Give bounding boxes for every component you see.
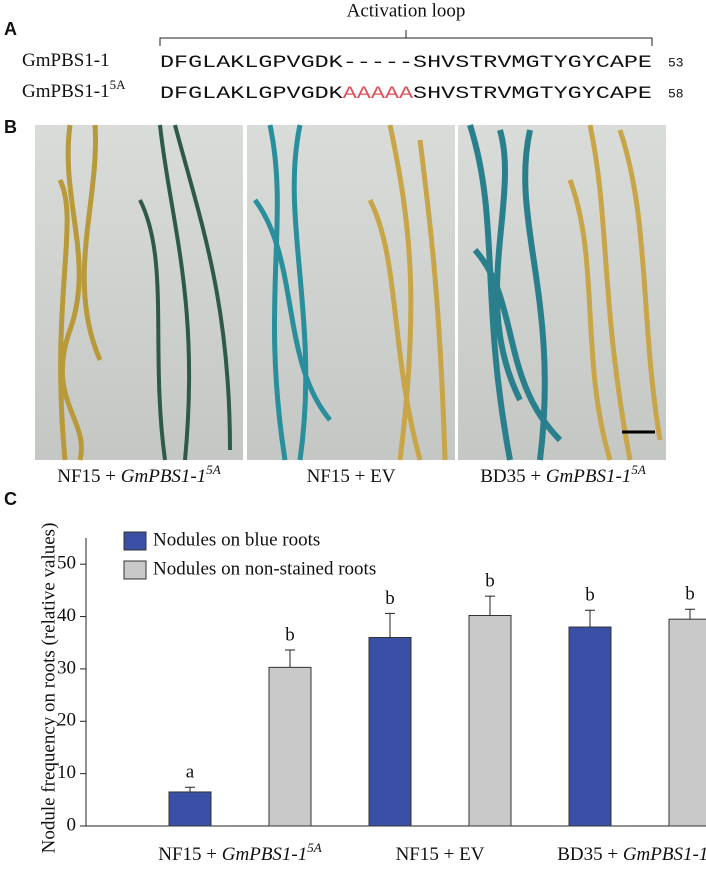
y-tick-label: 0	[67, 814, 77, 835]
chart: C Nodule frequency on roots (relative val…	[4, 489, 706, 865]
sequence: DFGLAKLGPVGDK ----- SHVSTRVMGTYGYCAPE	[160, 53, 652, 73]
label-text: BD35 +	[480, 466, 546, 487]
panel-label: B	[4, 117, 17, 137]
name-text: GmPBS1-1	[22, 50, 110, 71]
seq-end: SHVSTRVMGTYGYCAPE	[413, 53, 652, 73]
error-bar	[285, 649, 295, 668]
name-text: GmPBS1-1	[22, 81, 110, 102]
photo-caption: NF15 + GmPBS1-15A	[57, 462, 221, 487]
significance-letter: b	[585, 585, 595, 606]
photo-caption: BD35 + GmPBS1-15A	[480, 462, 646, 487]
bar	[468, 614, 512, 827]
superscript: 5A	[206, 462, 221, 477]
significance-letter: b	[685, 584, 695, 605]
bracket	[159, 30, 653, 46]
x-tick-label: BD35 + GmPBS1-15A	[557, 840, 706, 865]
gene-name: GmPBS1-1	[546, 466, 631, 487]
y-tick-label: 10	[57, 762, 76, 783]
photo-caption: NF15 + EV	[307, 466, 396, 487]
bar	[368, 636, 412, 827]
photo	[458, 124, 666, 461]
seq-insert: AAAAA	[343, 84, 414, 104]
superscript: 5A	[307, 840, 322, 855]
gene-name: GmPBS1-1	[121, 466, 206, 487]
seq-start: DFGLAKLGPVGDK	[160, 53, 343, 73]
loop-title: Activation loop	[347, 0, 466, 21]
photo	[247, 124, 455, 461]
significance-letter: a	[186, 762, 195, 783]
alignment: GmPBS1-1 DFGLAKLGPVGDK ----- SHVSTRVMGTYGYC…	[22, 50, 684, 103]
bar	[168, 791, 212, 827]
x-tick-label: NF15 + EV	[396, 844, 485, 865]
legend-label: Nodules on non-stained roots	[153, 558, 376, 579]
seq-end: SHVSTRVMGTYGYCAPE	[413, 84, 652, 104]
panel-label: A	[4, 19, 17, 39]
label-text: BD35 +	[557, 844, 623, 865]
protein-name: GmPBS1-1	[22, 50, 110, 71]
label-text: NF15 +	[57, 466, 121, 487]
significance-letter: b	[385, 588, 395, 609]
y-tick-label: 20	[57, 710, 76, 731]
error-bar	[185, 786, 195, 792]
sequence: DFGLAKLGPVGDK AAAAA SHVSTRVMGTYGYCAPE	[160, 84, 652, 104]
gene-name: GmPBS1-1	[623, 844, 706, 865]
error-bar	[485, 595, 495, 616]
residue-count: 58	[668, 86, 684, 101]
bar	[268, 666, 312, 827]
y-tick-label: 40	[57, 605, 76, 626]
label-text: NF15 + EV	[307, 466, 396, 487]
significance-letter: b	[285, 624, 295, 645]
seq-insert: -----	[343, 53, 413, 73]
significance-letter: b	[485, 570, 495, 591]
label-text: NF15 + EV	[396, 844, 485, 865]
x-tick-label: NF15 + GmPBS1-15A	[158, 840, 322, 865]
error-bar	[385, 612, 395, 638]
seq-start: DFGLAKLGPVGDK	[160, 84, 343, 104]
bar	[568, 626, 612, 827]
captions: NF15 + GmPBS1-15A NF15 + EV BD35 + GmPBS1-…	[57, 462, 646, 487]
panel-label: C	[4, 489, 17, 509]
error-bar	[585, 609, 595, 628]
photo	[35, 124, 243, 461]
residue-count: 53	[668, 55, 684, 70]
legend-swatch	[123, 531, 147, 551]
legend-label: Nodules on blue roots	[153, 529, 320, 550]
y-tick-label: 30	[57, 657, 76, 678]
gene-name: GmPBS1-1	[222, 844, 307, 865]
error-bar	[685, 608, 695, 620]
y-tick-label: 50	[57, 553, 76, 574]
protein-name: GmPBS1-15A	[22, 77, 126, 102]
superscript: 5A	[110, 77, 127, 92]
y-axis-label: Nodule frequency on roots (relative valu…	[38, 523, 59, 854]
legend-swatch	[123, 560, 147, 580]
superscript: 5A	[631, 462, 646, 477]
label-text: NF15 +	[158, 844, 222, 865]
bar	[668, 618, 706, 827]
